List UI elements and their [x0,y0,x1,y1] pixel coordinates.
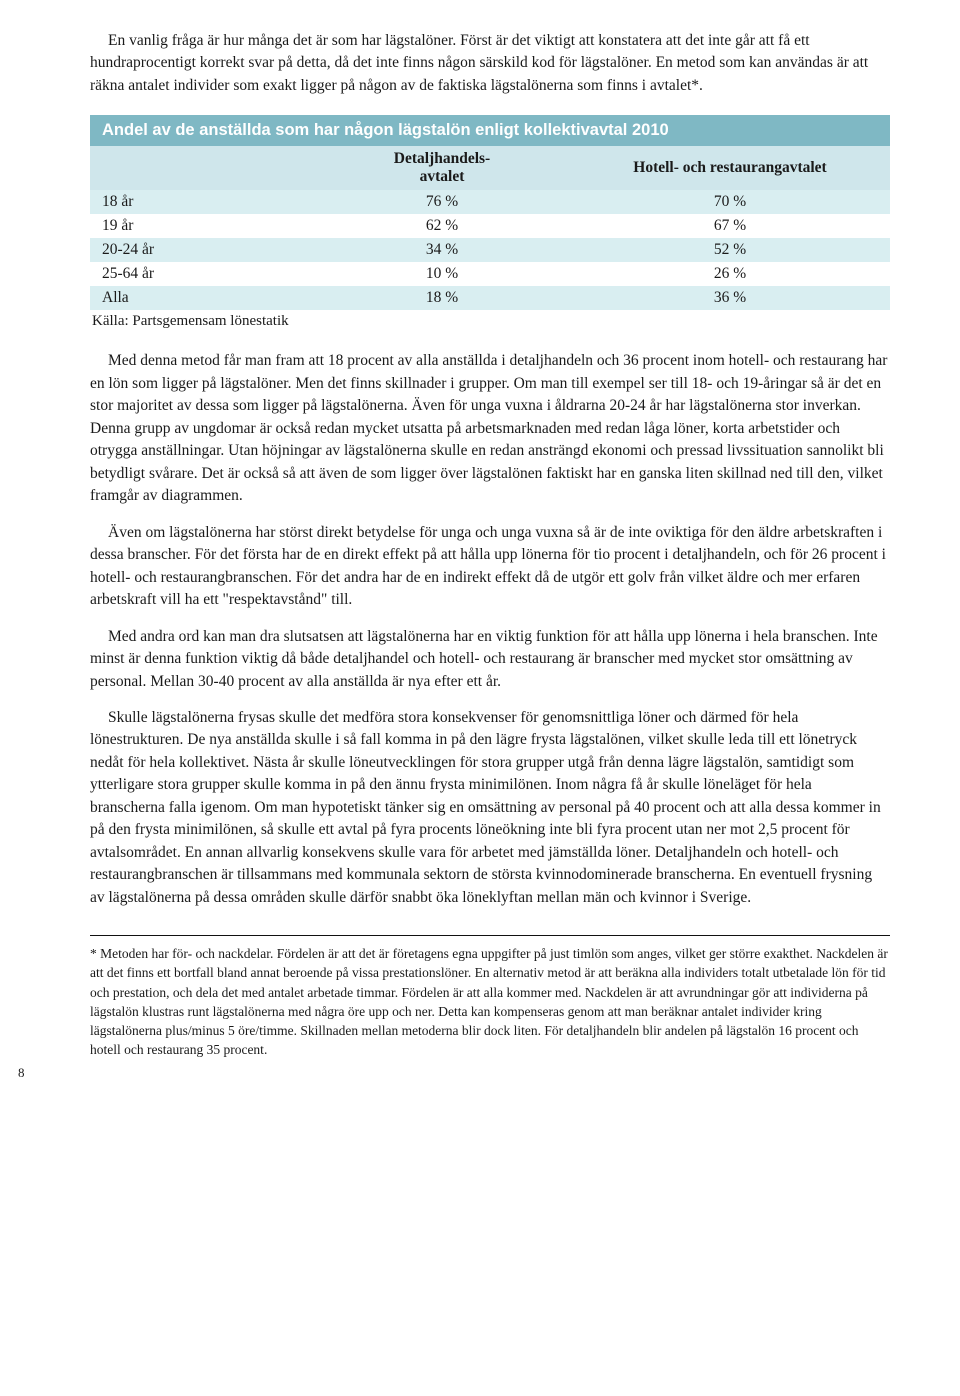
table-cell: 18 % [314,286,570,310]
table-title: Andel av de anställda som har någon lägs… [90,115,890,146]
table-cell: 67 % [570,214,890,238]
table-row-label: 19 år [90,214,314,238]
page-number: 8 [18,1065,25,1081]
table-cell: 70 % [570,190,890,214]
table-cell: 36 % [570,286,890,310]
table-cell: 34 % [314,238,570,262]
footnote-separator [90,935,890,936]
table-header-blank [90,146,314,190]
table-row-label: 25-64 år [90,262,314,286]
table-cell: 62 % [314,214,570,238]
intro-paragraph: En vanlig fråga är hur många det är som … [90,30,890,97]
body-paragraph: Med denna metod får man fram att 18 proc… [90,350,890,507]
table-cell: 10 % [314,262,570,286]
table-source: Källa: Partsgemensam lönestatik [92,313,890,330]
body-paragraph: Med andra ord kan man dra slutsatsen att… [90,626,890,693]
body-paragraph: Skulle lägstalönerna frysas skulle det m… [90,707,890,909]
footnote-text: * Metoden har för- och nackdelar. Fördel… [90,944,890,1059]
table-row-label: Alla [90,286,314,310]
wage-table: Andel av de anställda som har någon lägs… [90,115,890,330]
table-header-col1: Detaljhandels- avtalet [314,146,570,190]
table-cell: 76 % [314,190,570,214]
table-row-label: 20-24 år [90,238,314,262]
body-paragraph: Även om lägstalönerna har störst direkt … [90,522,890,612]
table-cell: 26 % [570,262,890,286]
table-row-label: 18 år [90,190,314,214]
table-header-col2: Hotell- och restaurangavtalet [570,146,890,190]
table-cell: 52 % [570,238,890,262]
